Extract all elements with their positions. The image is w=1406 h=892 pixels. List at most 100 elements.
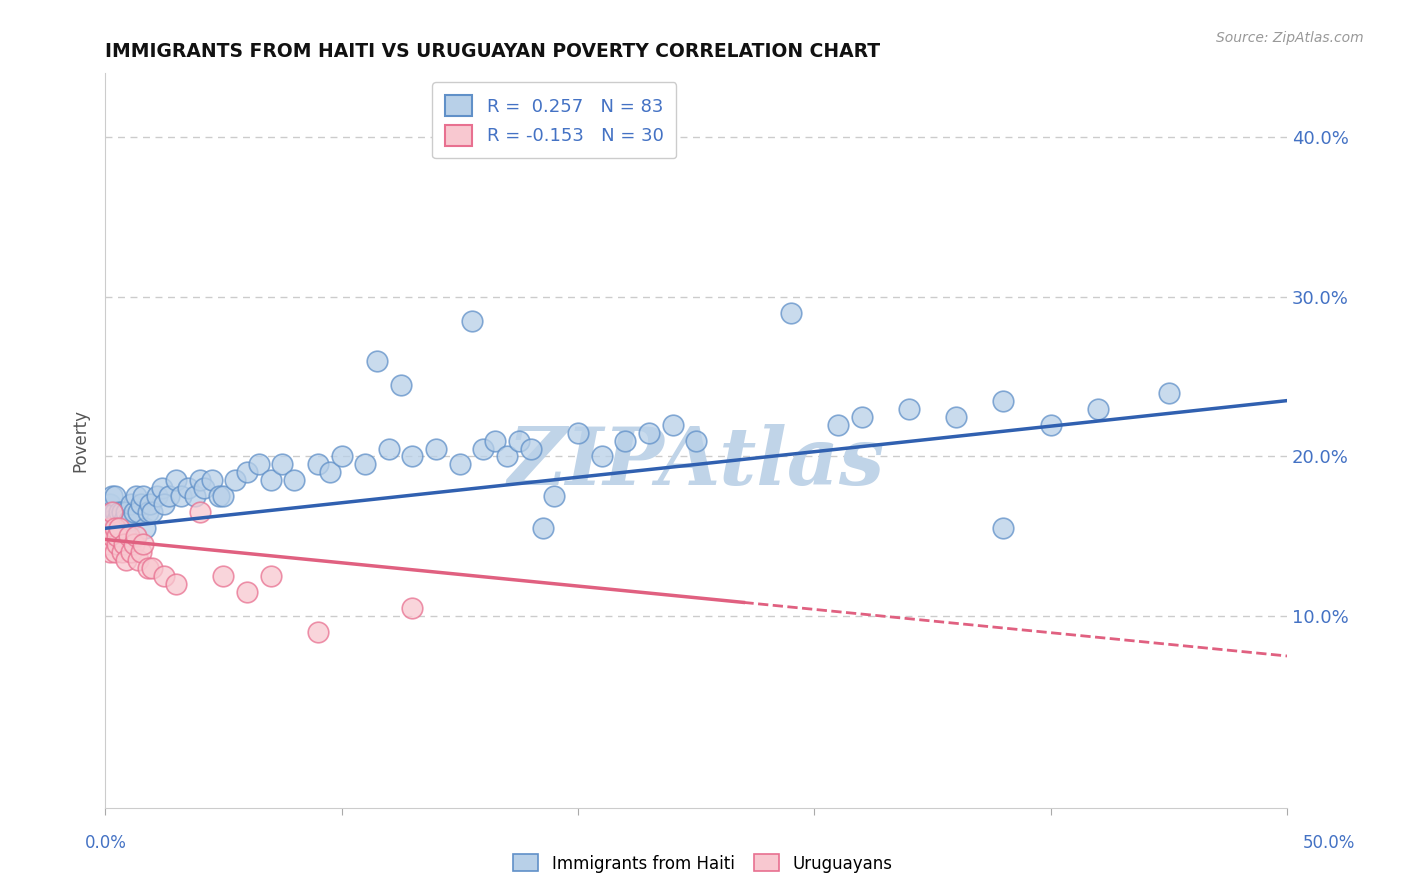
Point xyxy=(157,489,180,503)
Point xyxy=(260,474,283,488)
Point xyxy=(136,505,159,519)
Point xyxy=(827,417,849,432)
Point xyxy=(1157,385,1180,400)
Point xyxy=(111,505,134,519)
Point xyxy=(115,521,138,535)
Point xyxy=(105,513,128,527)
Point xyxy=(685,434,707,448)
Text: 50.0%: 50.0% xyxy=(1302,834,1355,852)
Point xyxy=(496,450,519,464)
Point xyxy=(101,505,124,519)
Point xyxy=(105,537,128,551)
Point xyxy=(134,521,156,535)
Point xyxy=(401,601,423,615)
Point xyxy=(330,450,353,464)
Point xyxy=(307,458,329,472)
Point xyxy=(111,545,134,559)
Point xyxy=(112,513,135,527)
Point xyxy=(614,434,637,448)
Point xyxy=(184,489,207,503)
Point xyxy=(98,497,121,511)
Point xyxy=(851,409,873,424)
Point xyxy=(150,482,173,496)
Point xyxy=(108,505,131,519)
Point xyxy=(101,513,124,527)
Point xyxy=(779,306,801,320)
Point xyxy=(165,474,187,488)
Point xyxy=(118,529,141,543)
Point xyxy=(127,553,149,567)
Point xyxy=(108,521,131,535)
Point xyxy=(129,545,152,559)
Point xyxy=(283,474,305,488)
Point xyxy=(260,569,283,583)
Point xyxy=(208,489,231,503)
Point xyxy=(132,537,155,551)
Point xyxy=(98,521,121,535)
Point xyxy=(120,513,142,527)
Point xyxy=(141,561,163,575)
Point xyxy=(193,482,215,496)
Point xyxy=(200,474,222,488)
Point xyxy=(120,497,142,511)
Point xyxy=(401,450,423,464)
Point xyxy=(104,545,127,559)
Point xyxy=(307,625,329,640)
Point xyxy=(591,450,613,464)
Point xyxy=(105,521,128,535)
Point xyxy=(567,425,589,440)
Point xyxy=(111,529,134,543)
Point xyxy=(122,537,145,551)
Point xyxy=(129,497,152,511)
Point xyxy=(897,401,920,416)
Point xyxy=(118,513,141,527)
Point xyxy=(136,561,159,575)
Point xyxy=(104,489,127,503)
Point xyxy=(153,569,176,583)
Y-axis label: Poverty: Poverty xyxy=(72,409,89,472)
Point xyxy=(212,569,235,583)
Point xyxy=(139,497,162,511)
Point xyxy=(115,505,138,519)
Point xyxy=(519,442,541,456)
Point xyxy=(104,521,127,535)
Point xyxy=(98,521,121,535)
Point xyxy=(125,489,148,503)
Point xyxy=(460,314,482,328)
Point xyxy=(112,521,135,535)
Point xyxy=(115,553,138,567)
Point xyxy=(170,489,193,503)
Text: Source: ZipAtlas.com: Source: ZipAtlas.com xyxy=(1216,31,1364,45)
Point xyxy=(120,545,142,559)
Point xyxy=(236,585,259,599)
Point xyxy=(389,377,412,392)
Point xyxy=(105,529,128,543)
Point xyxy=(141,505,163,519)
Point xyxy=(122,505,145,519)
Point xyxy=(177,482,200,496)
Point xyxy=(98,545,121,559)
Point xyxy=(661,417,683,432)
Point xyxy=(449,458,471,472)
Legend: R =  0.257   N = 83, R = -0.153   N = 30: R = 0.257 N = 83, R = -0.153 N = 30 xyxy=(433,82,676,159)
Point xyxy=(508,434,530,448)
Point xyxy=(188,505,211,519)
Point xyxy=(127,505,149,519)
Point xyxy=(108,521,131,535)
Point xyxy=(319,466,342,480)
Point xyxy=(354,458,377,472)
Point xyxy=(638,425,661,440)
Point xyxy=(484,434,506,448)
Point xyxy=(97,537,120,551)
Point xyxy=(472,442,495,456)
Text: IMMIGRANTS FROM HAITI VS URUGUAYAN POVERTY CORRELATION CHART: IMMIGRANTS FROM HAITI VS URUGUAYAN POVER… xyxy=(105,42,880,61)
Point xyxy=(125,529,148,543)
Point xyxy=(543,489,565,503)
Point xyxy=(366,353,388,368)
Legend: Immigrants from Haiti, Uruguayans: Immigrants from Haiti, Uruguayans xyxy=(506,847,900,880)
Point xyxy=(378,442,401,456)
Point xyxy=(531,521,554,535)
Point xyxy=(1087,401,1109,416)
Point xyxy=(224,474,246,488)
Point xyxy=(993,521,1015,535)
